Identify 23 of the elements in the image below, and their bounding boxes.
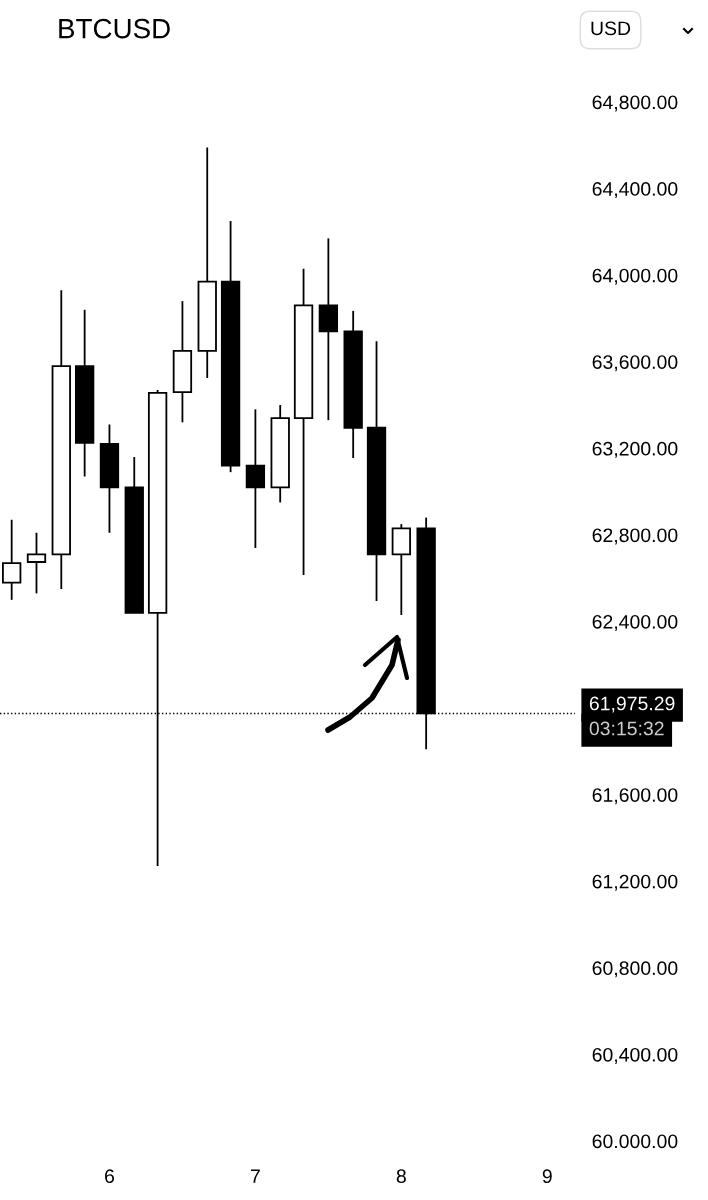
y-tick-label: 60.000.00 xyxy=(592,1134,678,1149)
y-tick-label: 63,200.00 xyxy=(592,441,678,458)
x-tick-label: 6 xyxy=(105,1169,115,1184)
y-tick-label: 60,800.00 xyxy=(592,961,678,978)
text: USD xyxy=(591,21,631,36)
x-tick-label: 9 xyxy=(542,1169,552,1184)
candlestick xyxy=(2,518,22,601)
y-tick-label: 63,600.00 xyxy=(592,355,678,372)
y-tick-label: 61,600.00 xyxy=(592,788,678,805)
x-tick-label: 8 xyxy=(396,1169,406,1184)
y-tick-label: 60,400.00 xyxy=(592,1047,678,1064)
y-tick-label: 62,800.00 xyxy=(592,528,678,545)
candlestick xyxy=(26,531,47,595)
y-tick-label: 64,800.00 xyxy=(592,95,678,112)
y-tick-label: 62,400.00 xyxy=(592,614,678,632)
y-tick-label: 64,400.00 xyxy=(592,182,678,199)
candlestick xyxy=(245,408,266,549)
text: 03:15:32 xyxy=(589,721,664,736)
x-tick-label: 7 xyxy=(250,1169,260,1183)
y-tick-label: 61,200.00 xyxy=(592,874,678,891)
y-tick-label: 64,000.00 xyxy=(592,268,678,285)
ref-line-label: 61,975.29 xyxy=(589,696,675,713)
chart-title: BTCUSD xyxy=(59,18,170,39)
